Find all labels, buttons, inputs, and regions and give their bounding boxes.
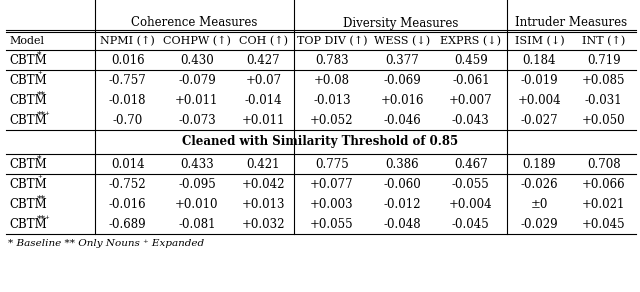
- Text: CBTM: CBTM: [9, 53, 47, 67]
- Text: 0.459: 0.459: [454, 53, 488, 67]
- Text: +0.003: +0.003: [310, 197, 354, 211]
- Text: -0.060: -0.060: [383, 178, 421, 190]
- Text: COHPW (↑): COHPW (↑): [163, 36, 231, 46]
- Text: -0.757: -0.757: [109, 74, 147, 86]
- Text: ⁺: ⁺: [37, 70, 42, 79]
- Text: -0.061: -0.061: [452, 74, 490, 86]
- Text: +0.050: +0.050: [582, 114, 625, 126]
- Text: +0.066: +0.066: [582, 178, 625, 190]
- Text: +0.004: +0.004: [518, 93, 561, 107]
- Text: +0.042: +0.042: [242, 178, 285, 190]
- Text: +0.052: +0.052: [310, 114, 354, 126]
- Text: +0.011: +0.011: [242, 114, 285, 126]
- Text: 0.377: 0.377: [385, 53, 419, 67]
- Text: -0.013: -0.013: [313, 93, 351, 107]
- Text: CBTM: CBTM: [9, 114, 47, 126]
- Text: -0.016: -0.016: [109, 197, 147, 211]
- Text: INT (↑): INT (↑): [582, 36, 625, 46]
- Text: +0.011: +0.011: [175, 93, 219, 107]
- Text: NPMI (↑): NPMI (↑): [100, 36, 155, 46]
- Text: 0.427: 0.427: [246, 53, 280, 67]
- Text: Diversity Measures: Diversity Measures: [342, 17, 458, 29]
- Text: CBTM: CBTM: [9, 157, 47, 171]
- Text: *: *: [37, 51, 42, 60]
- Text: +0.077: +0.077: [310, 178, 354, 190]
- Text: +0.08: +0.08: [314, 74, 350, 86]
- Text: **: **: [37, 91, 46, 100]
- Text: 0.014: 0.014: [111, 157, 145, 171]
- Text: **⁺: **⁺: [37, 215, 51, 223]
- Text: +0.016: +0.016: [381, 93, 424, 107]
- Text: ⁺: ⁺: [37, 175, 42, 183]
- Text: WESS (↓): WESS (↓): [374, 36, 431, 46]
- Text: 0.467: 0.467: [454, 157, 488, 171]
- Text: -0.081: -0.081: [178, 218, 216, 230]
- Text: ±0: ±0: [531, 197, 548, 211]
- Text: +0.013: +0.013: [242, 197, 285, 211]
- Text: CBTM: CBTM: [9, 178, 47, 190]
- Text: CBTM: CBTM: [9, 74, 47, 86]
- Text: -0.018: -0.018: [109, 93, 147, 107]
- Text: -0.046: -0.046: [383, 114, 421, 126]
- Text: CBTM: CBTM: [9, 197, 47, 211]
- Text: CBTM: CBTM: [9, 93, 47, 107]
- Text: +0.045: +0.045: [582, 218, 625, 230]
- Text: 0.783: 0.783: [315, 53, 349, 67]
- Text: +0.004: +0.004: [449, 197, 493, 211]
- Text: +0.007: +0.007: [449, 93, 493, 107]
- Text: 0.430: 0.430: [180, 53, 214, 67]
- Text: -0.026: -0.026: [520, 178, 558, 190]
- Text: -0.027: -0.027: [520, 114, 558, 126]
- Text: Model: Model: [9, 36, 44, 46]
- Text: EXPRS (↓): EXPRS (↓): [440, 36, 501, 46]
- Text: +0.032: +0.032: [242, 218, 285, 230]
- Text: -0.031: -0.031: [585, 93, 623, 107]
- Text: -0.752: -0.752: [109, 178, 147, 190]
- Text: 0.016: 0.016: [111, 53, 145, 67]
- Text: -0.014: -0.014: [244, 93, 282, 107]
- Text: Cleaned with Similarity Threshold of 0.85: Cleaned with Similarity Threshold of 0.8…: [182, 135, 458, 149]
- Text: 0.184: 0.184: [523, 53, 556, 67]
- Text: Intruder Measures: Intruder Measures: [515, 17, 628, 29]
- Text: -0.012: -0.012: [383, 197, 421, 211]
- Text: 0.421: 0.421: [246, 157, 280, 171]
- Text: -0.079: -0.079: [178, 74, 216, 86]
- Text: -0.055: -0.055: [452, 178, 490, 190]
- Text: -0.019: -0.019: [520, 74, 558, 86]
- Text: +0.085: +0.085: [582, 74, 625, 86]
- Text: -0.045: -0.045: [452, 218, 490, 230]
- Text: -0.043: -0.043: [452, 114, 490, 126]
- Text: 0.719: 0.719: [587, 53, 621, 67]
- Text: -0.095: -0.095: [178, 178, 216, 190]
- Text: * Baseline ** Only Nouns ⁺ Expanded: * Baseline ** Only Nouns ⁺ Expanded: [8, 239, 204, 248]
- Text: **⁺: **⁺: [37, 110, 51, 119]
- Text: COH (↑): COH (↑): [239, 36, 288, 46]
- Text: +0.010: +0.010: [175, 197, 219, 211]
- Text: -0.689: -0.689: [109, 218, 147, 230]
- Text: +0.021: +0.021: [582, 197, 625, 211]
- Text: -0.073: -0.073: [178, 114, 216, 126]
- Text: 0.386: 0.386: [385, 157, 419, 171]
- Text: TOP DIV (↑): TOP DIV (↑): [296, 36, 367, 46]
- Text: 0.189: 0.189: [523, 157, 556, 171]
- Text: -0.029: -0.029: [520, 218, 558, 230]
- Text: Coherence Measures: Coherence Measures: [131, 17, 257, 29]
- Text: **: **: [37, 194, 46, 204]
- Text: 0.708: 0.708: [587, 157, 621, 171]
- Text: CBTM: CBTM: [9, 218, 47, 230]
- Text: 0.433: 0.433: [180, 157, 214, 171]
- Text: -0.70: -0.70: [113, 114, 143, 126]
- Text: +0.07: +0.07: [245, 74, 282, 86]
- Text: -0.048: -0.048: [383, 218, 421, 230]
- Text: -0.069: -0.069: [383, 74, 421, 86]
- Text: 0.775: 0.775: [315, 157, 349, 171]
- Text: +0.055: +0.055: [310, 218, 354, 230]
- Text: *: *: [37, 154, 42, 164]
- Text: ISIM (↓): ISIM (↓): [515, 36, 564, 46]
